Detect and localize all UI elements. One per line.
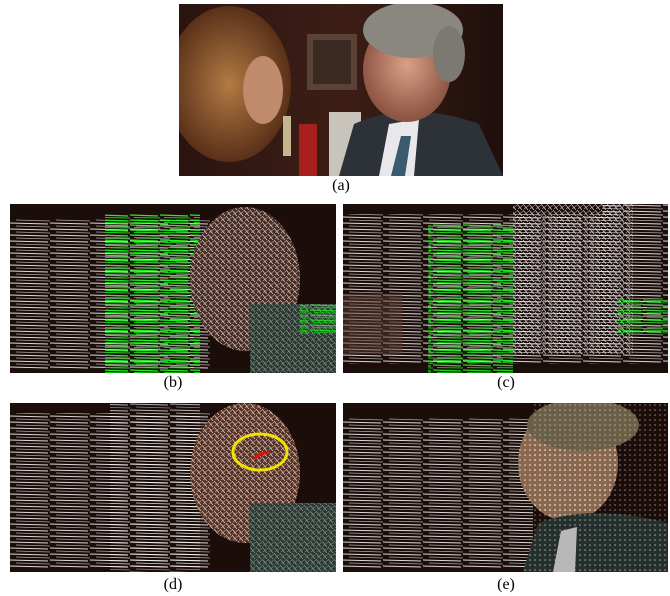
figure-panel-c xyxy=(343,204,668,373)
optical-flow-image-c xyxy=(343,204,668,373)
figure-panel-b xyxy=(10,204,336,373)
highlight-ellipse xyxy=(231,432,289,472)
figure-panel-a xyxy=(179,4,503,176)
caption-d: (d) xyxy=(163,576,183,593)
caption-e: (e) xyxy=(497,576,515,593)
caption-a: (a) xyxy=(332,177,350,194)
video-frame-image xyxy=(179,4,503,176)
optical-flow-image-e xyxy=(343,403,668,572)
highlight-stroke xyxy=(252,451,271,461)
optical-flow-image-d xyxy=(10,403,336,572)
caption-c: (c) xyxy=(497,374,515,391)
caption-b: (b) xyxy=(163,374,183,391)
figure-panel-d xyxy=(10,403,336,572)
figure-panel-e xyxy=(343,403,668,572)
optical-flow-image-b xyxy=(10,204,336,373)
